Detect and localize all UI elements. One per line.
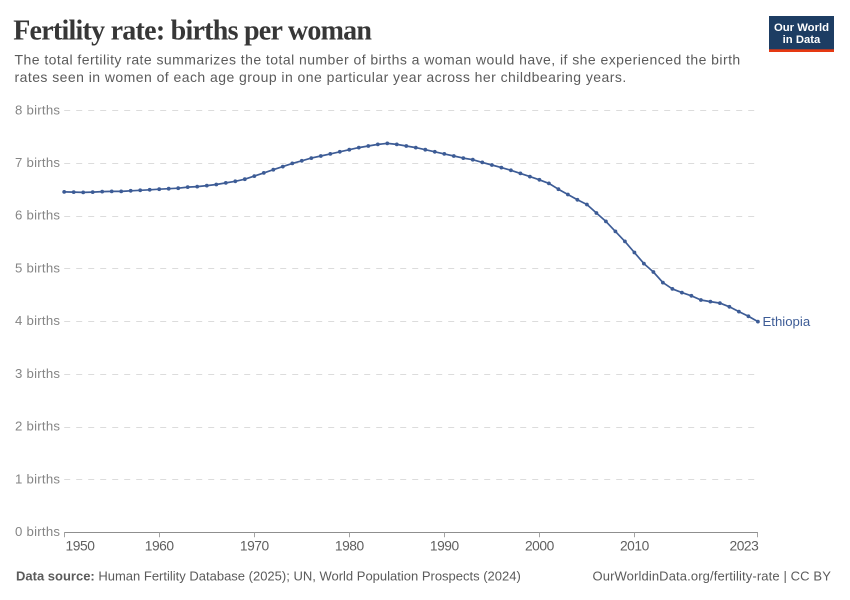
svg-text:3 births: 3 births <box>15 366 60 381</box>
svg-text:2023: 2023 <box>729 539 759 554</box>
svg-text:rates seen in women of each ag: rates seen in women of each age group in… <box>15 69 627 85</box>
svg-text:Data source: Human Fertility D: Data source: Human Fertility Database (2… <box>16 568 521 583</box>
svg-text:OurWorldinData.org/fertility-r: OurWorldinData.org/fertility-rate | CC B… <box>592 568 831 583</box>
svg-text:1950: 1950 <box>66 539 96 554</box>
svg-text:2000: 2000 <box>525 539 555 554</box>
svg-text:in Data: in Data <box>783 34 821 46</box>
svg-text:Fertility rate: births per wom: Fertility rate: births per woman <box>13 16 372 47</box>
svg-text:1960: 1960 <box>145 539 175 554</box>
svg-text:1990: 1990 <box>430 539 460 554</box>
svg-text:1 births: 1 births <box>15 471 60 486</box>
svg-text:Ethiopia: Ethiopia <box>763 314 811 329</box>
svg-text:1970: 1970 <box>240 539 270 554</box>
svg-text:2 births: 2 births <box>15 419 60 434</box>
svg-text:The total fertility rate summa: The total fertility rate summarizes the … <box>15 52 741 68</box>
svg-text:2010: 2010 <box>620 539 650 554</box>
svg-text:1980: 1980 <box>335 539 365 554</box>
svg-text:5 births: 5 births <box>15 261 60 276</box>
svg-text:Our World: Our World <box>774 22 829 34</box>
svg-text:4 births: 4 births <box>15 313 60 328</box>
svg-text:8 births: 8 births <box>15 102 60 117</box>
svg-text:7 births: 7 births <box>15 155 60 170</box>
svg-text:6 births: 6 births <box>15 208 60 223</box>
svg-text:0 births: 0 births <box>15 524 60 539</box>
